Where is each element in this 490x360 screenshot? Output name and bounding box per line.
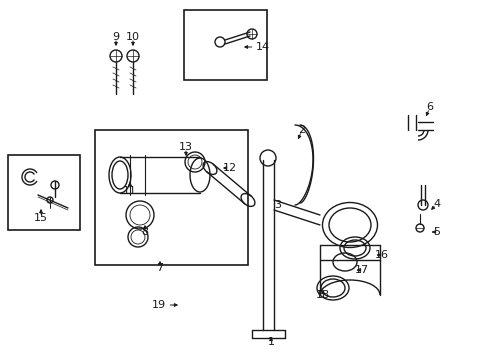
Text: 4: 4 [434, 199, 441, 209]
Text: 14: 14 [256, 42, 270, 52]
Text: 7: 7 [156, 263, 164, 273]
Text: 16: 16 [375, 250, 389, 260]
Text: 2: 2 [298, 125, 306, 135]
Text: 15: 15 [34, 213, 48, 223]
Text: 18: 18 [316, 290, 330, 300]
Text: 19: 19 [152, 300, 166, 310]
Text: 11: 11 [123, 186, 137, 196]
Bar [8, 155, 80, 230]
Text: 3: 3 [274, 200, 281, 210]
Text: 6: 6 [426, 102, 434, 112]
Text: 5: 5 [434, 227, 441, 237]
Bar [184, 10, 267, 80]
Text: 12: 12 [223, 163, 237, 173]
Text: 10: 10 [126, 32, 140, 42]
Text: 9: 9 [112, 32, 120, 42]
Text: 17: 17 [355, 265, 369, 275]
Text: 13: 13 [179, 142, 193, 152]
Text: 1: 1 [268, 337, 274, 347]
Text: 8: 8 [142, 227, 148, 237]
Bar [95, 130, 248, 265]
